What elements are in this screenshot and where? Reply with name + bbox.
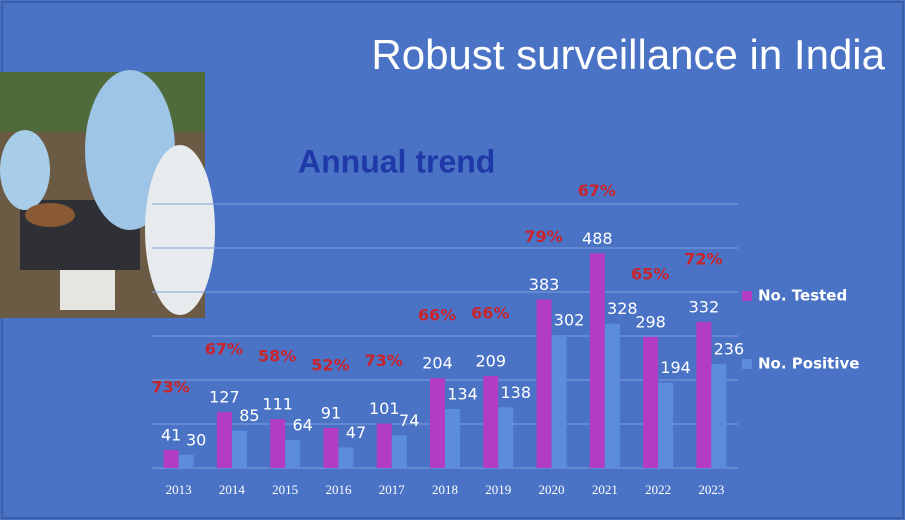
legend-label: No. Positive (758, 355, 859, 373)
x-tick-label: 2018 (432, 482, 458, 497)
bar (323, 427, 339, 468)
value-label: 328 (607, 299, 638, 318)
value-label: 101 (369, 399, 400, 418)
value-label: 236 (714, 340, 745, 359)
title: Robust surveillance in India (371, 31, 885, 78)
value-label: 302 (554, 311, 585, 330)
bar (285, 439, 301, 468)
x-tick-label: 2014 (219, 482, 246, 497)
value-label: 204 (422, 354, 453, 373)
value-label: 41 (161, 425, 181, 444)
value-label: 488 (582, 229, 613, 248)
value-label: 127 (209, 388, 240, 407)
bar (483, 376, 499, 468)
bar (445, 409, 460, 468)
photo (0, 70, 215, 318)
x-tick-label: 2023 (698, 482, 724, 497)
value-label: 383 (529, 275, 560, 294)
bar (604, 323, 620, 468)
percent-label: 66% (471, 304, 509, 323)
bar (498, 407, 514, 468)
bar (338, 447, 354, 468)
value-label: 91 (321, 403, 341, 422)
percent-label: 66% (418, 306, 456, 325)
value-label: 209 (475, 352, 506, 371)
legend-label: No. Tested (758, 287, 847, 305)
value-label: 138 (500, 383, 531, 402)
percent-label: 79% (524, 227, 562, 246)
bar (711, 364, 727, 468)
legend-swatch (742, 359, 752, 369)
value-label: 111 (262, 395, 293, 414)
percent-label: 73% (151, 377, 189, 396)
bar (376, 423, 392, 468)
value-label: 74 (399, 411, 419, 430)
value-label: 85 (239, 406, 259, 425)
percent-label: 52% (311, 355, 349, 374)
value-label: 194 (660, 358, 691, 377)
x-tick-label: 2015 (272, 482, 298, 497)
value-label: 134 (447, 385, 478, 404)
x-tick-label: 2019 (485, 482, 511, 497)
percent-label: 67% (578, 181, 616, 200)
value-label: 64 (293, 415, 313, 434)
percent-label: 72% (684, 249, 722, 268)
bar (658, 382, 674, 468)
subtitle: Annual trend (298, 143, 495, 179)
percent-label: 67% (205, 340, 243, 359)
bar (589, 253, 605, 468)
bar (391, 435, 407, 468)
bar (216, 412, 232, 468)
bar (643, 336, 659, 468)
legend-swatch (742, 291, 752, 301)
bar (270, 419, 286, 468)
bar (551, 335, 567, 468)
bar (696, 321, 712, 468)
value-label: 47 (346, 423, 366, 442)
percent-label: 65% (631, 264, 669, 283)
x-tick-label: 2013 (166, 482, 192, 497)
value-label: 332 (689, 297, 720, 316)
bar (430, 378, 445, 468)
x-tick-label: 2022 (645, 482, 671, 497)
value-label: 30 (186, 430, 206, 449)
x-tick-label: 2020 (539, 482, 565, 497)
percent-label: 73% (365, 351, 403, 370)
x-tick-label: 2017 (379, 482, 406, 497)
x-tick-label: 2016 (325, 482, 352, 497)
percent-label: 58% (258, 347, 296, 366)
bar (231, 430, 247, 468)
bar (163, 449, 179, 468)
value-label: 298 (635, 312, 666, 331)
bar (178, 454, 194, 468)
bar (536, 299, 552, 468)
x-tick-label: 2021 (592, 482, 618, 497)
